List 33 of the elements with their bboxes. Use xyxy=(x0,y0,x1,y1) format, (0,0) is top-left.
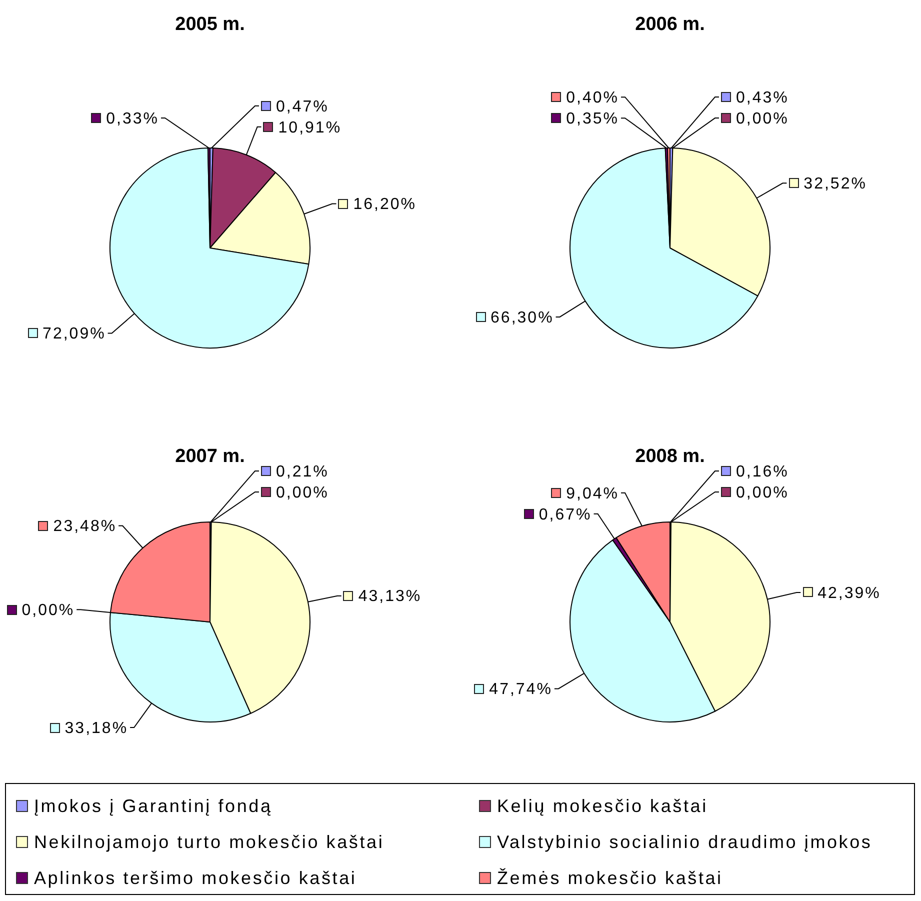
slice-label: 2005 m. xyxy=(175,14,245,36)
data-label: 0,43% xyxy=(736,89,789,106)
data-label: 66,30% xyxy=(490,309,554,326)
data-label: 47,74% xyxy=(489,681,552,698)
data-label: 0,33% xyxy=(106,110,160,128)
legend-label: Valstybinio socialinio draudimo įmokos xyxy=(497,832,872,852)
data-label: 0,67% xyxy=(538,506,592,524)
data-label: 43,13% xyxy=(358,588,422,606)
data-label: 0,47% xyxy=(276,98,329,116)
text: 0,00% xyxy=(276,484,329,502)
data-label: 42,39% xyxy=(818,584,881,602)
legend-label: Aplinkos teršimo mokesčio kaštai xyxy=(34,868,357,888)
legend-label: Kelių mokesčio kaštai xyxy=(497,796,708,816)
data-label: 0,16% xyxy=(736,463,789,480)
data-label: 16,20% xyxy=(353,196,417,214)
text: 0,00% xyxy=(736,110,789,128)
legend-label: Nekilnojamojo turto mokesčio kaštai xyxy=(34,832,384,852)
data-label: 32,52% xyxy=(804,176,867,193)
legend-label: Žemės mokesčio kaštai xyxy=(497,868,723,888)
slice-label: 2008 m. xyxy=(635,446,705,468)
data-label: 0,35% xyxy=(566,110,620,128)
slice-label: 2007 m. xyxy=(175,446,245,468)
legend-label: Įmokos į Garantinį fondą xyxy=(34,796,272,816)
data-label: 72,09% xyxy=(42,326,106,343)
slice-label: 2006 m. xyxy=(635,14,705,36)
text: 0,00% xyxy=(22,602,75,620)
data-label: 33,18% xyxy=(64,720,128,737)
data-label: 9,04% xyxy=(566,485,620,502)
text: 0,00% xyxy=(736,484,789,502)
data-label: 10,91% xyxy=(278,119,342,136)
data-label: 0,40% xyxy=(566,89,620,106)
data-label: 23,48% xyxy=(53,518,117,536)
data-label: 0,21% xyxy=(276,463,329,480)
